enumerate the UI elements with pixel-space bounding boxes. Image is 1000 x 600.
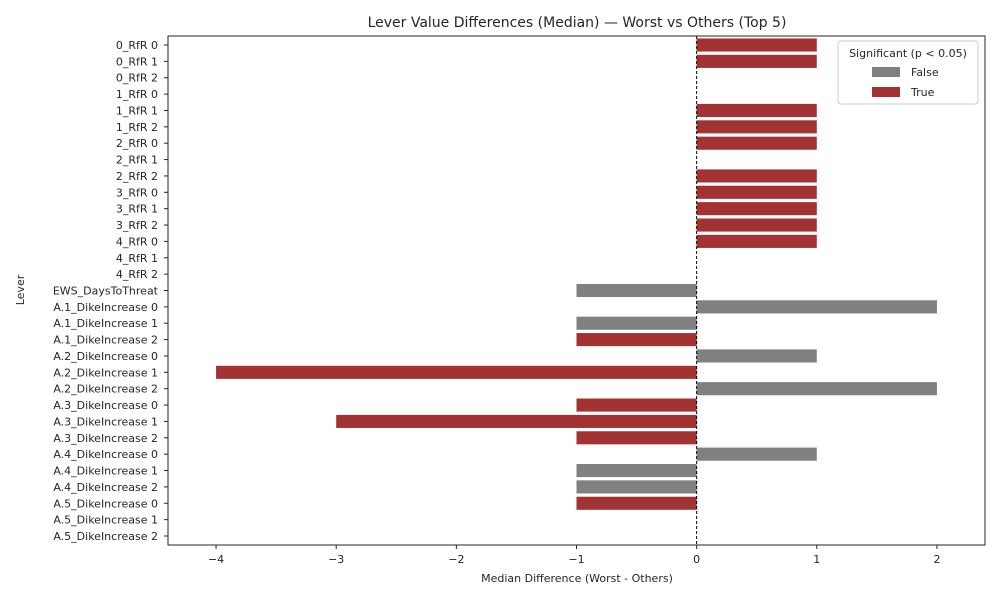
bar [696, 120, 817, 134]
y-tick-label: 2_RfR 1 [116, 154, 158, 167]
bar [696, 349, 817, 363]
y-tick-label: 4_RfR 2 [116, 268, 158, 281]
x-tick-label: −4 [208, 553, 224, 566]
chart-title: Lever Value Differences (Median) — Worst… [368, 15, 787, 31]
bar [576, 283, 697, 298]
legend-label-true: True [910, 86, 935, 99]
x-tick-label: −2 [448, 553, 464, 566]
y-tick-label: 1_RfR 2 [116, 121, 158, 134]
bar [216, 365, 697, 379]
bar [696, 447, 817, 461]
legend-label-false: False [911, 66, 939, 79]
y-tick-label: 2_RfR 2 [116, 170, 158, 183]
y-tick-label: A.4_DikeIncrease 2 [53, 481, 158, 494]
y-tick-label: 1_RfR 1 [116, 104, 158, 117]
plot-frame [167, 35, 986, 546]
y-tick-label: 4_RfR 1 [116, 252, 158, 265]
y-tick-label: A.5_DikeIncrease 1 [53, 514, 158, 527]
bar [336, 414, 697, 428]
y-tick-label: 1_RfR 0 [116, 88, 158, 101]
y-tick-label: 2_RfR 0 [116, 137, 158, 150]
y-tick-label: 3_RfR 2 [116, 219, 158, 232]
y-tick-label: A.4_DikeIncrease 0 [53, 448, 158, 461]
y-tick-label: 0_RfR 1 [116, 55, 158, 68]
bar [696, 169, 817, 183]
y-tick-label: A.1_DikeIncrease 2 [53, 334, 158, 347]
legend-swatch-false [872, 67, 900, 77]
x-tick-label: 1 [813, 553, 820, 566]
bar [696, 38, 817, 52]
y-tick-label: 0_RfR 0 [116, 39, 158, 52]
y-tick-label: A.5_DikeIncrease 2 [53, 530, 158, 543]
bar [696, 218, 817, 232]
y-tick-label: A.2_DikeIncrease 2 [53, 383, 158, 396]
bar [576, 480, 697, 494]
x-tick-label: 2 [933, 553, 940, 566]
y-tick-label: 3_RfR 0 [116, 186, 158, 199]
bar [576, 463, 697, 478]
x-tick-label: −1 [568, 553, 584, 566]
y-axis-label: Lever [14, 274, 27, 305]
y-tick-label: A.3_DikeIncrease 1 [53, 415, 158, 428]
y-tick-label: 4_RfR 0 [116, 235, 158, 248]
x-tick-label: −3 [328, 553, 344, 566]
y-tick-labels: 0_RfR 0 0_RfR 1 0_RfR 2 1_RfR 0 1_RfR 1 1_RfR… [53, 39, 168, 543]
y-tick-label: A.2_DikeIncrease 1 [53, 366, 158, 379]
bar [696, 202, 817, 216]
x-axis-label: Median Difference (Worst - Others) [481, 572, 673, 585]
y-tick-label: A.1_DikeIncrease 1 [53, 317, 158, 330]
y-tick-label: A.3_DikeIncrease 0 [53, 399, 158, 412]
bar [696, 54, 817, 68]
legend: Significant (p < 0.05) False True [837, 40, 979, 105]
y-tick-label: 3_RfR 1 [116, 203, 158, 216]
bar [696, 103, 817, 118]
y-tick-label: A.2_DikeIncrease 0 [53, 350, 158, 363]
y-tick-label: A.4_DikeIncrease 1 [53, 465, 158, 478]
bar [696, 234, 817, 248]
bar [696, 185, 817, 199]
legend-swatch-true [872, 87, 900, 97]
legend-title: Significant (p < 0.05) [849, 47, 967, 60]
bar [696, 382, 937, 396]
bar [696, 300, 937, 314]
y-tick-label: 0_RfR 2 [116, 72, 158, 85]
y-tick-label: A.5_DikeIncrease 0 [53, 497, 158, 510]
x-tick-label: 0 [693, 553, 700, 566]
bar [576, 398, 697, 412]
bar [576, 431, 697, 445]
x-tick-labels: −4 −3 −2 −1 0 1 2 [208, 545, 940, 566]
bar [696, 136, 817, 150]
bar [576, 496, 697, 510]
bars-group [216, 38, 937, 510]
bar [576, 316, 697, 330]
y-tick-label: EWS_DaysToThreat [53, 285, 159, 298]
y-tick-label: A.3_DikeIncrease 2 [53, 432, 158, 445]
y-tick-label: A.1_DikeIncrease 0 [53, 301, 158, 314]
bar [576, 333, 697, 347]
